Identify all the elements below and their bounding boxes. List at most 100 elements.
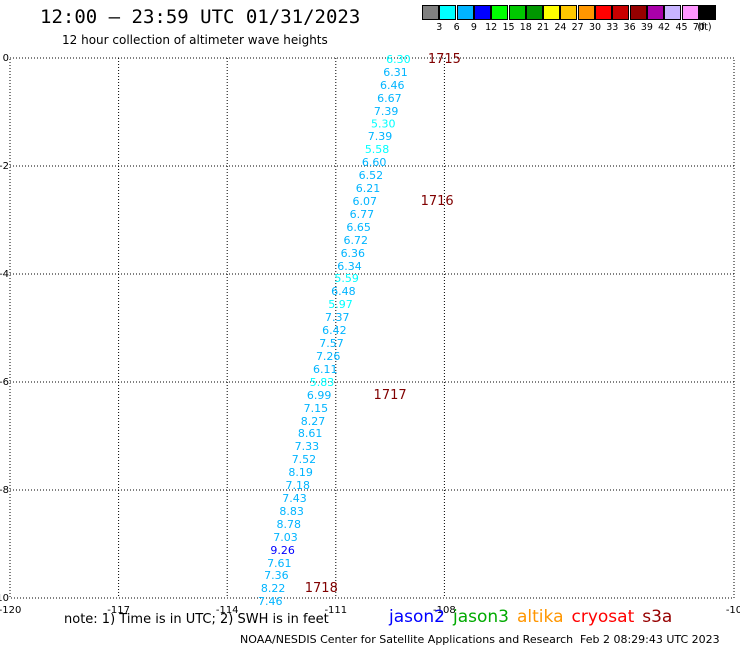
legend-swatch	[560, 5, 578, 20]
wave-height-label: 8.83	[279, 505, 304, 518]
legend-swatch	[456, 5, 474, 20]
wave-height-label: 6.60	[362, 156, 387, 169]
wave-height-label: 6.52	[359, 169, 384, 182]
x-tick-label: -10	[726, 605, 740, 616]
chart-subtitle: 12 hour collection of altimeter wave hei…	[62, 33, 328, 47]
wave-height-label: 8.27	[301, 415, 326, 428]
wave-height-label: 7.61	[267, 557, 292, 570]
y-tick-label: -2	[0, 161, 9, 172]
legend-label: 6	[453, 22, 460, 33]
time-label: 1716	[421, 194, 454, 209]
plot-frame	[9, 57, 735, 599]
legend-label: 36	[623, 22, 636, 33]
legend-label: 18	[519, 22, 532, 33]
wave-height-label: 7.39	[368, 130, 393, 143]
y-tick-label: 0	[3, 53, 9, 64]
satellite-cryosat: cryosat	[571, 607, 635, 627]
wave-height-label: 6.31	[383, 66, 408, 79]
legend-swatch	[491, 5, 509, 20]
wave-height-label: 7.26	[316, 350, 341, 363]
legend-swatch	[698, 5, 716, 20]
wave-height-label: 6.07	[353, 195, 378, 208]
wave-height-label: 5.83	[310, 376, 335, 389]
wave-height-label: 8.78	[276, 518, 301, 531]
wave-height-label: 7.03	[273, 531, 298, 544]
wave-height-label: 7.46	[258, 595, 283, 608]
legend-swatch	[508, 5, 526, 20]
x-tick-label: -120	[0, 605, 21, 616]
wave-height-label: 6.65	[346, 221, 371, 234]
legend-label: 24	[554, 22, 567, 33]
satellite-legend: jason2 jason3 altika cryosat s3a	[389, 607, 680, 627]
legend-label: 12	[485, 22, 498, 33]
wave-height-label: 8.22	[261, 582, 286, 595]
wave-height-label: 6.42	[322, 324, 347, 337]
legend-label: 27	[571, 22, 584, 33]
legend-swatch	[629, 5, 647, 20]
x-tick-label: -111	[324, 605, 347, 616]
wave-height-label: 7.57	[319, 337, 344, 350]
wave-height-label: 6.11	[313, 363, 338, 376]
legend-swatch	[646, 5, 664, 20]
legend-swatch	[577, 5, 595, 20]
wave-height-label: 6.21	[356, 182, 381, 195]
time-label: 1717	[374, 388, 407, 403]
satellite-jason3: jason3	[453, 607, 509, 627]
wave-height-label: 5.58	[365, 143, 390, 156]
y-tick-label: -6	[0, 377, 9, 388]
legend-swatch	[681, 5, 699, 20]
wave-height-label: 6.34	[337, 260, 362, 273]
wave-height-label: 7.18	[286, 479, 311, 492]
legend-label: 21	[537, 22, 550, 33]
wave-height-label: 7.43	[282, 492, 307, 505]
wave-height-label: 6.46	[380, 79, 405, 92]
generation-timestamp: Feb 2 08:29:43 UTC 2023	[580, 633, 720, 646]
time-label: 1718	[305, 581, 338, 596]
chart-grid	[9, 57, 735, 599]
wave-height-label: 6.67	[377, 92, 402, 105]
wave-height-label: 8.19	[288, 466, 313, 479]
legend-swatch	[595, 5, 612, 20]
y-tick-label: -8	[0, 485, 9, 496]
wave-height-label: 8.61	[298, 427, 323, 440]
wave-height-label: 7.36	[264, 569, 289, 582]
wave-height-label: 7.37	[325, 311, 350, 324]
satellite-s3a: s3a	[642, 607, 673, 627]
x-tick-label: -108	[433, 605, 456, 616]
credit-line: NOAA/NESDIS Center for Satellite Applica…	[240, 633, 574, 646]
legend-label: 15	[502, 22, 515, 33]
chart-title: 12:00 — 23:59 UTC 01/31/2023	[40, 6, 361, 28]
legend-swatch	[612, 5, 630, 20]
legend-label: 3	[436, 22, 443, 33]
time-label: 1715	[428, 52, 461, 67]
legend-label: 45	[675, 22, 688, 33]
y-tick-label: -4	[0, 269, 9, 280]
legend-swatch	[664, 5, 682, 20]
wave-height-label: 9.26	[270, 544, 295, 557]
legend-label: 70	[692, 22, 705, 33]
wave-height-label: 6.99	[307, 389, 332, 402]
wave-height-label: 5.97	[328, 298, 353, 311]
wave-height-label: 5.59	[334, 272, 359, 285]
wave-height-label: 7.15	[304, 402, 329, 415]
time-labels: 1715 1716 1717 1718	[305, 52, 461, 596]
legend-label: 42	[658, 22, 671, 33]
x-tick-label: -117	[107, 605, 130, 616]
legend-swatch	[543, 5, 561, 20]
x-tick-label: -114	[216, 605, 239, 616]
wave-height-label: 7.33	[295, 440, 320, 453]
legend-swatch	[439, 5, 457, 20]
wave-height-label: 6.48	[331, 285, 356, 298]
footnote: note: 1) Time is in UTC; 2) SWH is in fe…	[64, 612, 329, 627]
legend-label: 39	[640, 22, 653, 33]
legend-label: 9	[470, 22, 477, 33]
y-tick-label: -10	[0, 593, 9, 604]
wave-height-label: 6.72	[343, 234, 368, 247]
satellite-jason2: jason2	[389, 607, 445, 627]
legend-swatch	[422, 5, 439, 20]
wave-height-label: 6.36	[341, 247, 366, 260]
wave-height-label: 5.30	[371, 117, 396, 130]
wave-height-label: 7.39	[374, 105, 399, 118]
legend-unit: (ft)	[697, 22, 712, 33]
legend-swatch	[525, 5, 543, 20]
